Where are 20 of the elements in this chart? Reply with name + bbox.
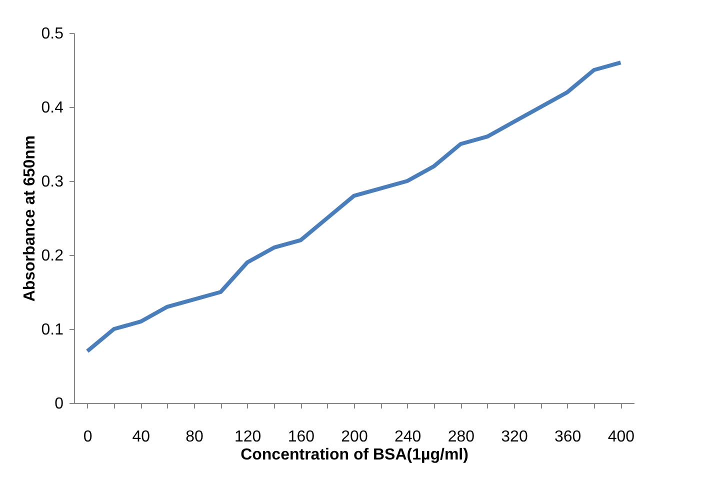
y-tick-label: 0.5	[41, 26, 64, 42]
x-axis-title: Concentration of BSA(1µg/ml)	[240, 446, 468, 464]
y-tick-label: 0.4	[41, 100, 64, 116]
x-tick-label: 120	[234, 428, 262, 446]
line-series	[85, 60, 623, 354]
y-tick-label: 0.2	[41, 248, 64, 264]
x-tick-label: 160	[288, 428, 315, 446]
y-tick-label: 0.3	[41, 174, 64, 190]
x-tick-label: 320	[501, 428, 528, 446]
x-tick-label: 40	[132, 428, 150, 446]
x-tick-label: 400	[608, 428, 635, 446]
y-tick-label: 0	[54, 396, 64, 412]
x-tick-label: 360	[554, 428, 582, 446]
x-tick-label: 280	[448, 428, 475, 446]
x-tick-label: 200	[341, 428, 368, 446]
x-tick-label: 240	[394, 428, 422, 446]
y-axis-title: Absorbance at 650nm	[21, 135, 38, 302]
x-tick-label: 0	[83, 428, 92, 446]
x-tick-label: 80	[186, 428, 204, 446]
y-tick-label: 0.1	[41, 322, 64, 338]
